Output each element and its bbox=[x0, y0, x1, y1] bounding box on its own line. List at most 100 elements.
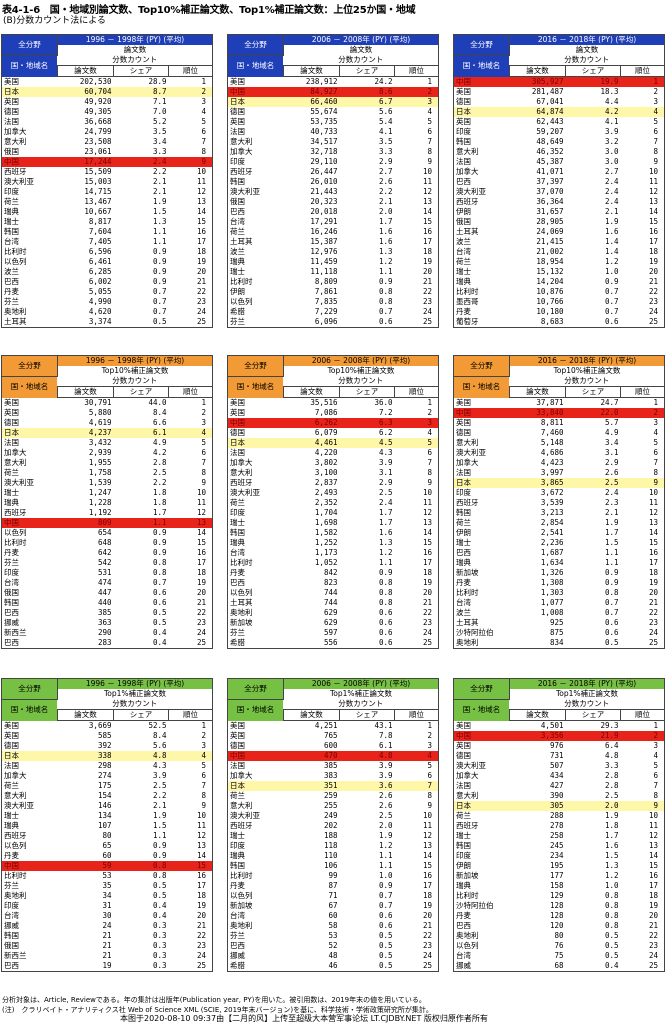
country-cell: 法国 bbox=[456, 157, 471, 166]
rank-cell: 18 bbox=[196, 891, 206, 900]
country-cell: 日本 bbox=[227, 97, 284, 107]
country-cell: 瑞典 bbox=[4, 207, 19, 216]
country-cell: 法国 bbox=[230, 448, 245, 457]
rank-cell: 24 bbox=[196, 951, 206, 960]
papers-cell: 52 bbox=[328, 941, 338, 950]
share-cell: 1.7 bbox=[152, 508, 167, 517]
metric-header: Top1%補正論文数 bbox=[509, 689, 665, 699]
papers-cell: 1,704 bbox=[314, 508, 338, 517]
rank-cell: 9 bbox=[168, 157, 213, 167]
rank-cell: 21 bbox=[422, 921, 432, 930]
country-cell: 波兰 bbox=[456, 237, 471, 246]
rank-cell: 25 bbox=[620, 317, 665, 328]
country-cell: 美国 bbox=[456, 397, 471, 407]
country-cell: 英国 bbox=[4, 97, 19, 106]
rank-header: 順位 bbox=[168, 386, 213, 398]
rank-cell: 8 bbox=[201, 468, 206, 477]
table-row: 韩国 48,649 3.2 7 bbox=[454, 137, 665, 147]
country-cell: 芬兰 bbox=[230, 628, 245, 637]
papers-cell: 10,876 bbox=[536, 287, 564, 296]
country-cell: 印度 bbox=[456, 851, 471, 860]
table-row: 加拿大 274 3.9 6 bbox=[2, 771, 213, 781]
country-cell: 丹麦 bbox=[230, 881, 245, 890]
rank-cell: 18 bbox=[196, 568, 206, 577]
table-row: 以色列 76 0.5 23 bbox=[454, 941, 665, 951]
share-cell: 4.9 bbox=[604, 428, 619, 437]
papers-cell: 1,308 bbox=[540, 578, 564, 587]
table-row: 巴西 52 0.5 23 bbox=[228, 941, 439, 951]
rank-cell: 20 bbox=[422, 588, 432, 597]
rank-cell: 1 bbox=[653, 721, 658, 730]
country-cell: 瑞典 bbox=[4, 498, 19, 507]
rank-cell: 16 bbox=[196, 548, 206, 557]
country-cell: 比利时 bbox=[230, 558, 253, 567]
papers-cell: 585 bbox=[97, 731, 112, 740]
share-cell: 6.1 bbox=[113, 428, 169, 438]
country-cell: 印度 bbox=[230, 508, 245, 517]
rank-cell: 17 bbox=[422, 558, 432, 567]
table-row: 丹麦 1,308 0.9 19 bbox=[454, 578, 665, 588]
papers-cell: 62,443 bbox=[536, 117, 564, 126]
papers-cell: 129 bbox=[549, 891, 564, 900]
share-cell: 43.1 bbox=[374, 721, 393, 730]
papers-cell: 11,459 bbox=[310, 257, 338, 266]
footnote-analysis: 分析対象は、Article, Reviewである。年の集計は出版年(Public… bbox=[2, 996, 426, 1004]
table-row: 台湾 474 0.7 19 bbox=[2, 578, 213, 588]
share-cell: 0.5 bbox=[113, 317, 169, 328]
share-cell: 1.8 bbox=[152, 488, 167, 497]
share-cell: 2.2 bbox=[152, 167, 167, 176]
share-cell: 3.4 bbox=[604, 438, 619, 447]
papers-cell: 21,002 bbox=[536, 247, 564, 256]
table-row: 台湾 17,291 1.7 15 bbox=[228, 217, 439, 227]
table-row: 波兰 1,008 0.7 22 bbox=[454, 608, 665, 618]
papers-cell: 7,086 bbox=[314, 408, 338, 417]
papers-cell: 23,508 bbox=[84, 137, 112, 146]
count-method-header: 分数カウント bbox=[509, 699, 665, 710]
share-cell: 0.3 bbox=[152, 951, 167, 960]
table-row: 瑞士 2,236 1.5 15 bbox=[454, 538, 665, 548]
rank-cell: 25 bbox=[168, 961, 213, 972]
table-row: 以色列 65 0.9 13 bbox=[2, 841, 213, 851]
papers-cell: 36,668 bbox=[84, 117, 112, 126]
rank-cell: 1 bbox=[201, 721, 206, 730]
rank-cell: 14 bbox=[196, 528, 206, 537]
rank-cell: 6 bbox=[427, 448, 432, 457]
papers-cell: 8,817 bbox=[88, 217, 112, 226]
rank-cell: 12 bbox=[422, 187, 432, 196]
papers-cell: 55,674 bbox=[310, 107, 338, 116]
table-row: 西班牙 80 1.1 12 bbox=[2, 831, 213, 841]
papers-cell: 7,604 bbox=[88, 227, 112, 236]
country-cell: 荷兰 bbox=[230, 227, 245, 236]
papers-cell: 14,715 bbox=[84, 187, 112, 196]
rank-cell: 23 bbox=[648, 618, 658, 627]
share-cell: 2.1 bbox=[604, 207, 619, 216]
table-row: 丹麦 842 0.9 18 bbox=[228, 568, 439, 578]
rank-cell: 3 bbox=[201, 741, 206, 750]
table-row: 挪威 68 0.4 25 bbox=[453, 961, 665, 972]
papers-cell: 24,799 bbox=[84, 127, 112, 136]
country-cell: 印度 bbox=[456, 127, 471, 136]
rank-cell: 5 bbox=[427, 761, 432, 770]
country-cell: 波兰 bbox=[456, 608, 471, 617]
share-cell: 4.3 bbox=[378, 448, 393, 457]
papers-cell: 11,118 bbox=[310, 267, 338, 276]
rank-cell: 16 bbox=[196, 227, 206, 236]
rank-cell: 3 bbox=[394, 418, 439, 428]
share-cell: 1.6 bbox=[378, 237, 393, 246]
table-row: 日本 66,460 6.7 3 bbox=[227, 97, 439, 107]
country-cell: 印度 bbox=[456, 488, 471, 497]
papers-cell: 4,251 bbox=[314, 721, 338, 730]
table-row: 德国 731 4.8 4 bbox=[454, 751, 665, 761]
table-row: 日本 338 4.8 4 bbox=[1, 751, 213, 761]
table-row: 巴西 6,002 0.9 21 bbox=[2, 277, 213, 287]
rank-cell: 3 bbox=[427, 741, 432, 750]
table-row: 新加坡 629 0.6 23 bbox=[228, 618, 439, 628]
country-header: 国・地域名 bbox=[453, 55, 510, 77]
rank-cell: 10 bbox=[422, 167, 432, 176]
papers-cell: 385 bbox=[323, 761, 338, 770]
rank-cell: 23 bbox=[422, 297, 432, 306]
rank-cell: 10 bbox=[196, 167, 206, 176]
country-cell: 美国 bbox=[4, 720, 19, 730]
share-header: シェア bbox=[339, 386, 395, 398]
table-row: 瑞士 1,247 1.8 10 bbox=[2, 488, 213, 498]
